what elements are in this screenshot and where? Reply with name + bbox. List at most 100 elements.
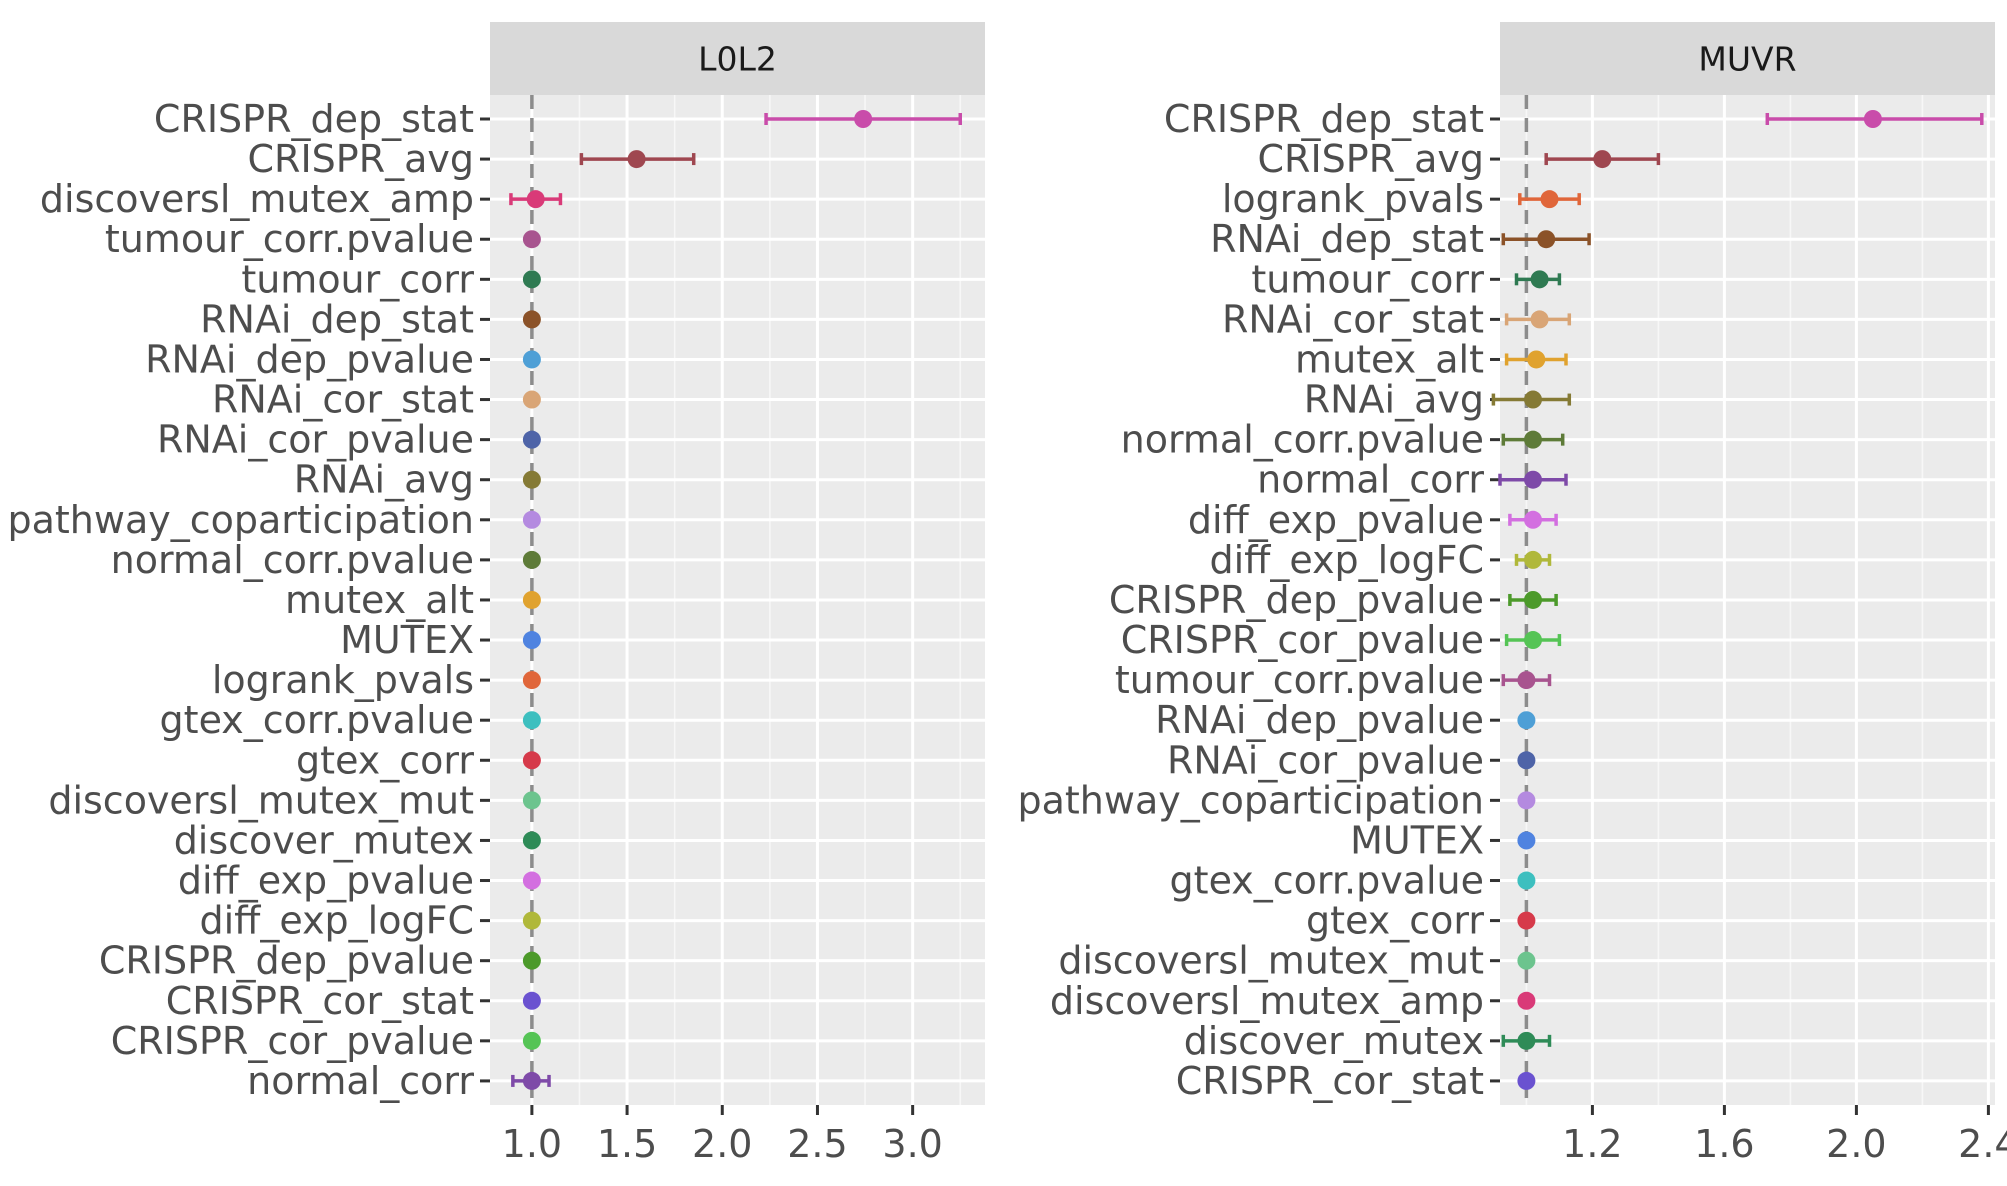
- y-tick-label: CRISPR_avg: [248, 137, 474, 181]
- y-tick-label: CRISPR_cor_stat: [1176, 1059, 1484, 1103]
- data-point: [1517, 791, 1536, 810]
- data-point: [522, 470, 541, 489]
- data-point: [526, 190, 545, 209]
- data-point: [1530, 270, 1549, 289]
- data-point: [1524, 470, 1542, 489]
- y-tick-label: RNAi_cor_pvalue: [157, 418, 474, 462]
- y-tick-label: mutex_alt: [285, 578, 474, 622]
- y-tick-label: diff_exp_pvalue: [178, 859, 474, 903]
- y-tick-label: RNAi_avg: [1304, 378, 1484, 422]
- y-tick-label: RNAi_avg: [294, 458, 474, 502]
- y-tick-label: diff_exp_logFC: [1210, 538, 1485, 582]
- data-point: [1517, 1071, 1536, 1090]
- data-point: [1863, 110, 1882, 128]
- data-point: [522, 751, 541, 770]
- y-tick-label: tumour_corr: [1251, 257, 1484, 301]
- y-tick-label: CRISPR_cor_pvalue: [111, 1019, 474, 1063]
- y-tick-label: discoversl_mutex_amp: [40, 177, 474, 221]
- data-point: [1524, 590, 1542, 609]
- data-point: [1540, 190, 1559, 209]
- data-point: [1517, 951, 1536, 970]
- data-point: [1593, 150, 1612, 169]
- panel-title: L0L2: [698, 40, 777, 79]
- y-tick-label: tumour_corr: [241, 257, 474, 301]
- data-point: [1524, 550, 1542, 569]
- y-tick-label: normal_corr: [1257, 458, 1484, 502]
- data-point: [1517, 871, 1536, 890]
- x-tick-label: 2.4: [1958, 1122, 2007, 1166]
- data-point: [522, 350, 541, 369]
- x-tick-label: 1.6: [1694, 1122, 1754, 1166]
- panel-l0l2: L0L2CRISPR_dep_statCRISPR_avgdiscoversl_…: [7, 22, 985, 1166]
- data-point: [522, 631, 541, 650]
- y-tick-label: mutex_alt: [1295, 337, 1484, 381]
- data-point: [522, 671, 541, 690]
- y-tick-label: diff_exp_logFC: [200, 899, 475, 943]
- y-tick-label: CRISPR_dep_pvalue: [99, 939, 474, 983]
- data-point: [1517, 831, 1536, 850]
- data-point: [522, 1031, 541, 1050]
- data-point: [522, 1071, 541, 1090]
- y-tick-label: CRISPR_dep_pvalue: [1109, 578, 1484, 622]
- y-tick-label: RNAi_dep_pvalue: [1155, 698, 1484, 742]
- y-tick-label: discoversl_mutex_amp: [1050, 979, 1484, 1023]
- y-tick-label: gtex_corr: [1306, 899, 1484, 943]
- data-point: [522, 510, 541, 529]
- y-tick-label: normal_corr.pvalue: [1121, 418, 1484, 462]
- data-point: [522, 230, 541, 249]
- y-tick-label: MUTEX: [340, 618, 474, 662]
- y-tick-label: discoversl_mutex_mut: [48, 778, 474, 822]
- y-tick-label: CRISPR_dep_stat: [1164, 97, 1484, 141]
- y-tick-label: RNAi_dep_stat: [1210, 217, 1484, 261]
- data-point: [522, 871, 541, 890]
- x-tick-label: 1.5: [597, 1122, 657, 1166]
- y-tick-label: gtex_corr: [296, 738, 474, 782]
- y-tick-label: normal_corr.pvalue: [111, 538, 474, 582]
- data-point: [1530, 310, 1549, 329]
- y-tick-label: tumour_corr.pvalue: [105, 217, 474, 261]
- y-tick-label: RNAi_dep_pvalue: [145, 337, 474, 381]
- data-point: [522, 991, 541, 1010]
- data-point: [1517, 911, 1536, 930]
- x-tick-label: 2.5: [787, 1122, 847, 1166]
- y-tick-label: RNAi_dep_stat: [200, 297, 474, 341]
- data-point: [1524, 430, 1542, 449]
- data-point: [522, 791, 541, 810]
- y-tick-label: discoversl_mutex_mut: [1058, 939, 1484, 983]
- y-tick-label: pathway_coparticipation: [7, 498, 474, 542]
- y-tick-label: MUTEX: [1350, 818, 1484, 862]
- panel-strip: [1500, 22, 1995, 95]
- data-point: [1517, 751, 1536, 770]
- panel-muvr: MUVR CRISPR_dep_statCRISPR_avglogrank_pva…: [1017, 22, 2007, 1166]
- data-point: [522, 590, 541, 609]
- data-point: [1524, 631, 1542, 650]
- y-tick-label: RNAi_cor_stat: [1222, 297, 1484, 341]
- y-tick-label: RNAi_cor_stat: [212, 378, 474, 422]
- data-point: [1517, 711, 1536, 730]
- y-tick-label: CRISPR_avg: [1258, 137, 1484, 181]
- panel-strip: [490, 22, 985, 95]
- data-point: [627, 150, 646, 169]
- data-point: [522, 711, 541, 730]
- data-point: [522, 270, 541, 289]
- data-point: [522, 310, 541, 329]
- data-point: [1517, 991, 1536, 1010]
- data-point: [1524, 510, 1542, 529]
- y-tick-label: logrank_pvals: [1222, 177, 1484, 221]
- data-point: [854, 110, 873, 128]
- data-point: [522, 911, 541, 930]
- data-point: [522, 831, 541, 850]
- y-tick-label: CRISPR_dep_stat: [154, 97, 474, 141]
- y-tick-label: normal_corr: [247, 1059, 474, 1103]
- y-tick-label: discover_mutex: [174, 818, 474, 862]
- data-point: [522, 390, 541, 409]
- data-point: [1537, 230, 1556, 249]
- y-tick-label: CRISPR_cor_pvalue: [1121, 618, 1484, 662]
- x-tick-label: 1.0: [502, 1122, 562, 1166]
- data-point: [1517, 1031, 1536, 1050]
- data-point: [522, 430, 541, 449]
- panel-title: MUVR: [1698, 40, 1796, 79]
- y-tick-label: tumour_corr.pvalue: [1115, 658, 1484, 702]
- x-tick-label: 3.0: [882, 1122, 942, 1166]
